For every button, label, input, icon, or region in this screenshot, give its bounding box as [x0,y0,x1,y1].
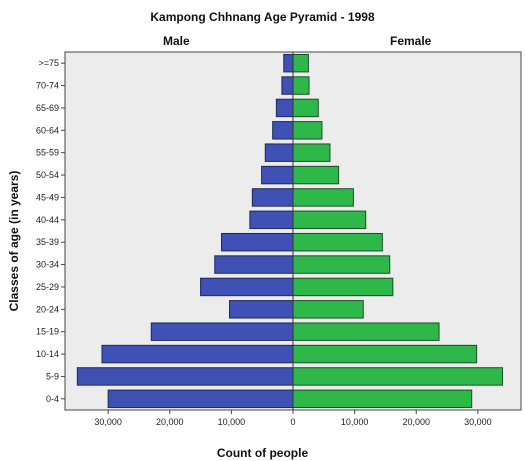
y-tick-label: 20-24 [36,304,59,314]
y-tick-label: 40-44 [36,215,59,225]
x-tick-label: 30,000 [464,417,492,427]
female-bar-40-44 [292,210,367,230]
y-tick-label: 50-54 [36,170,59,180]
x-tick-label: 10,000 [341,417,369,427]
male-bar-45-49 [251,188,294,207]
y-tick-label: >=75 [38,58,59,68]
female-bar-30-34 [292,255,391,274]
y-tick-label: 5-9 [46,371,59,381]
y-tick-label: 70-74 [36,81,59,91]
female-bar-70-74 [292,76,310,95]
male-bar-35-39 [221,232,294,252]
y-tick-label: 10-14 [36,349,59,359]
male-bar-55-59 [264,143,294,162]
male-bar-65-69 [275,98,294,118]
male-bar-50-54 [261,165,294,185]
female-bar-10-14 [292,344,478,364]
female-bar-20-24 [292,300,364,319]
chart-title: Kampong Chhnang Age Pyramid - 1998 [150,10,375,24]
female-bar-5-9 [292,367,504,386]
female-bar-50-54 [292,165,340,185]
y-tick-label: 0-4 [46,394,59,404]
y-tick-label: 60-64 [36,125,59,135]
female-bar-15-19 [292,322,440,341]
female-bar-0-4 [292,389,473,409]
female-bar-55-59 [292,143,331,162]
female-side-label: Female [390,34,432,48]
y-tick-label: 55-59 [36,148,59,158]
male-bar-10-14 [101,344,294,364]
female-bar-60-64 [292,121,323,140]
y-tick-label: 65-69 [36,103,59,113]
female-bar-45-49 [292,188,354,207]
female-bar-35-39 [292,232,383,252]
male-bar-70-74 [281,76,294,95]
male-bar-5-9 [76,367,294,386]
x-tick-label: 20,000 [156,417,184,427]
male-bar-ge75 [283,53,294,73]
male-bar-25-29 [200,277,294,297]
male-bar-20-24 [229,300,294,319]
male-bar-0-4 [107,389,294,409]
y-tick-label: 25-29 [36,282,59,292]
x-tick-label: 30,000 [94,417,122,427]
y-tick-label: 35-39 [36,237,59,247]
male-bar-15-19 [150,322,294,341]
female-bar-25-29 [292,277,394,297]
y-tick-label: 30-34 [36,260,59,270]
y-tick-label: 45-49 [36,192,59,202]
male-bar-40-44 [249,210,294,230]
x-tick-label: 10,000 [218,417,246,427]
male-bar-60-64 [272,121,294,140]
female-bar-ge75 [292,53,309,73]
male-bar-30-34 [214,255,294,274]
y-tick-label: 15-19 [36,327,59,337]
x-tick-label: 0 [290,417,295,427]
male-side-label: Male [163,34,190,48]
x-axis-label: Count of people [216,446,309,460]
x-tick-label: 20,000 [402,417,430,427]
female-bar-65-69 [292,98,319,118]
